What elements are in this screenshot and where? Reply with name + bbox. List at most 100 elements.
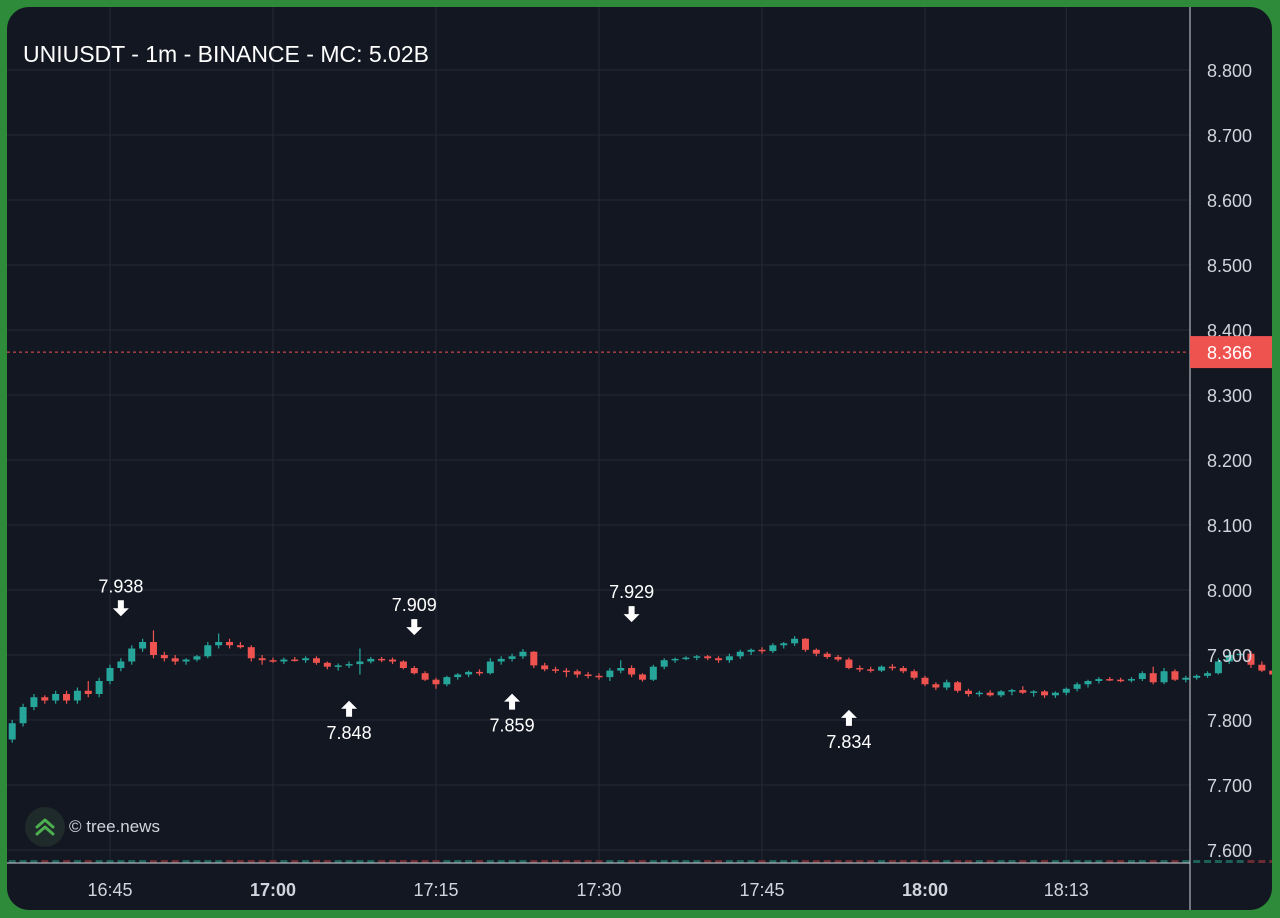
candle-body[interactable] <box>1073 684 1081 689</box>
candle-body[interactable] <box>834 656 842 660</box>
candle-body[interactable] <box>758 649 766 652</box>
candle-body[interactable] <box>725 656 733 661</box>
candle-body[interactable] <box>823 653 831 657</box>
candlestick-chart[interactable]: 7.938 7.848 7.909 7.859 7.929 7.834 8.800 8.70… <box>7 7 1272 910</box>
candle-body[interactable] <box>215 642 223 646</box>
candle-body[interactable] <box>410 668 418 674</box>
candle-body[interactable] <box>302 658 310 661</box>
candle-body[interactable] <box>280 659 288 662</box>
candle-body[interactable] <box>1062 688 1070 693</box>
candle-body[interactable] <box>530 651 538 666</box>
candle-body[interactable] <box>356 661 364 665</box>
candle-body[interactable] <box>128 648 136 662</box>
candle-body[interactable] <box>454 674 462 678</box>
candle-body[interactable] <box>649 666 657 680</box>
candle-body[interactable] <box>1182 677 1190 680</box>
candle-body[interactable] <box>780 643 788 646</box>
candle-body[interactable] <box>1117 679 1125 682</box>
candle-body[interactable] <box>1030 691 1038 693</box>
candle-body[interactable] <box>389 659 397 662</box>
candle-body[interactable] <box>149 642 157 655</box>
candle-body[interactable] <box>921 677 929 685</box>
candle-body[interactable] <box>258 658 266 661</box>
candle-body[interactable] <box>1269 670 1272 675</box>
candle-body[interactable] <box>182 659 190 662</box>
candle-body[interactable] <box>682 657 690 660</box>
candle-body[interactable] <box>443 677 451 685</box>
candle-body[interactable] <box>943 682 951 688</box>
candle-body[interactable] <box>801 638 809 650</box>
candle-body[interactable] <box>106 668 114 681</box>
candle-body[interactable] <box>1171 671 1179 680</box>
candle-body[interactable] <box>1084 681 1092 685</box>
candle-body[interactable] <box>986 692 994 696</box>
candle-body[interactable] <box>1149 673 1157 683</box>
candle-body[interactable] <box>769 645 777 652</box>
candle-body[interactable] <box>595 675 603 678</box>
candle-body[interactable] <box>1138 673 1146 680</box>
candle-body[interactable] <box>910 671 918 678</box>
candle-body[interactable] <box>1106 679 1114 681</box>
candle-body[interactable] <box>606 670 614 678</box>
candle-body[interactable] <box>747 649 755 652</box>
candle-body[interactable] <box>1214 661 1222 674</box>
candle-body[interactable] <box>1160 671 1168 683</box>
candle-body[interactable] <box>715 658 723 661</box>
candle-body[interactable] <box>1193 675 1201 678</box>
candle-body[interactable] <box>291 659 299 662</box>
candle-body[interactable] <box>1008 690 1016 692</box>
candle-body[interactable] <box>954 682 962 691</box>
candle-body[interactable] <box>63 694 71 701</box>
candle-body[interactable] <box>704 656 712 659</box>
candle-body[interactable] <box>671 658 679 661</box>
candle-body[interactable] <box>964 690 972 694</box>
candle-body[interactable] <box>378 658 386 661</box>
candle-body[interactable] <box>334 665 342 667</box>
candle-body[interactable] <box>193 656 201 660</box>
candle-body[interactable] <box>693 656 701 658</box>
candle-body[interactable] <box>1236 653 1244 656</box>
candle-body[interactable] <box>1051 692 1059 696</box>
candle-body[interactable] <box>117 661 125 669</box>
candle-body[interactable] <box>791 638 799 644</box>
candle-body[interactable] <box>204 645 212 657</box>
candle-body[interactable] <box>508 656 516 659</box>
candle-body[interactable] <box>465 671 473 675</box>
candle-body[interactable] <box>345 664 353 666</box>
candle-body[interactable] <box>573 671 581 675</box>
candle-body[interactable] <box>73 690 81 701</box>
candle-body[interactable] <box>269 660 277 662</box>
candle-body[interactable] <box>312 658 320 663</box>
candle-body[interactable] <box>160 655 168 659</box>
candle-body[interactable] <box>323 662 331 667</box>
candle-body[interactable] <box>1041 691 1049 696</box>
candle-body[interactable] <box>95 681 103 694</box>
candle-body[interactable] <box>171 658 179 662</box>
candle-body[interactable] <box>30 697 38 707</box>
candle-body[interactable] <box>638 674 646 680</box>
candle-body[interactable] <box>812 649 820 654</box>
candle-body[interactable] <box>226 642 234 646</box>
candle-body[interactable] <box>736 651 744 657</box>
candle-body[interactable] <box>41 697 49 701</box>
candle-body[interactable] <box>1019 690 1027 693</box>
candle-body[interactable] <box>1247 653 1255 665</box>
candle-body[interactable] <box>660 660 668 667</box>
candle-body[interactable] <box>1127 679 1135 681</box>
candle-body[interactable] <box>19 707 27 724</box>
candle-body[interactable] <box>856 668 864 670</box>
candle-body[interactable] <box>139 642 147 649</box>
candle-body[interactable] <box>617 668 625 671</box>
candle-body[interactable] <box>541 665 549 670</box>
candle-body[interactable] <box>845 659 853 668</box>
candle-body[interactable] <box>367 658 375 662</box>
candle-body[interactable] <box>8 723 16 740</box>
candle-body[interactable] <box>899 668 907 672</box>
candle-body[interactable] <box>932 684 940 688</box>
candle-body[interactable] <box>878 666 886 671</box>
candle-body[interactable] <box>552 669 560 671</box>
candle-body[interactable] <box>519 651 527 657</box>
candle-body[interactable] <box>1258 664 1266 671</box>
candle-body[interactable] <box>486 661 494 674</box>
candle-body[interactable] <box>399 661 407 669</box>
